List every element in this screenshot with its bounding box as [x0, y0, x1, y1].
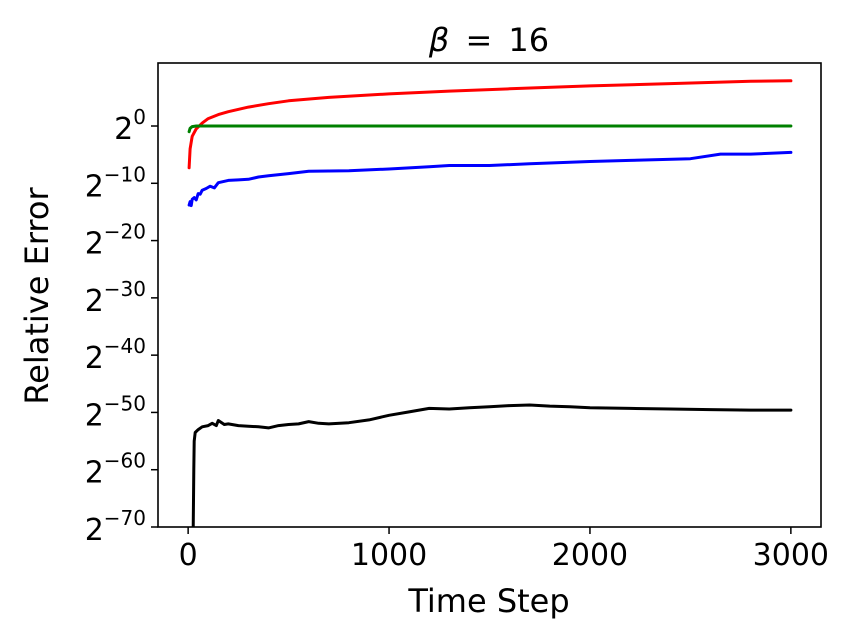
x-axis-label: Time Step [407, 582, 569, 620]
series-layer [187, 79, 793, 527]
y-axis-label: Relative Error [18, 187, 56, 405]
x-tick-label: 1000 [351, 538, 427, 573]
y-tick-label: 2−70 [85, 506, 146, 548]
y-axis-ticks: 20 2−10 2−20 2−30 2−40 2−50 2−60 2−70 [85, 105, 158, 548]
y-tick-label: 2−50 [85, 391, 146, 433]
y-tick-label: 2−40 [85, 334, 146, 376]
x-tick-label: 2000 [552, 538, 628, 573]
y-tick-label: 2−20 [85, 220, 146, 262]
title-value: 16 [508, 21, 549, 59]
svg-text:β = 16: β = 16 [428, 21, 549, 59]
series-line-1 [187, 79, 793, 170]
series-line-4 [191, 403, 793, 527]
series-line-2 [187, 124, 793, 134]
x-axis-ticks: 0 1000 2000 3000 [179, 527, 829, 573]
x-tick-label: 0 [179, 538, 198, 573]
y-tick-label: 20 [114, 105, 146, 147]
y-tick-label: 2−60 [85, 449, 146, 491]
y-tick-label: 2−30 [85, 277, 146, 319]
series-line-3 [187, 150, 793, 208]
y-tick-label: 2−10 [85, 162, 146, 204]
chart-title: β = 16 [428, 21, 549, 59]
plot-frame [157, 62, 822, 528]
title-equals: = [465, 21, 492, 59]
x-tick-label: 3000 [753, 538, 829, 573]
title-beta: β [428, 21, 449, 59]
